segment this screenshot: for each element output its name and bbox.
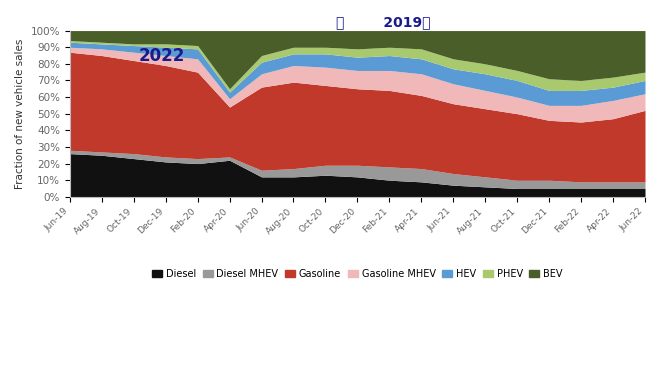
Text: ：        2019－: ： 2019－ [335,15,430,29]
Text: 2022: 2022 [139,47,185,65]
Y-axis label: Fraction of new vehicle sales: Fraction of new vehicle sales [15,39,25,189]
Legend: Diesel, Diesel MHEV, Gasoline, Gasoline MHEV, HEV, PHEV, BEV: Diesel, Diesel MHEV, Gasoline, Gasoline … [148,265,566,283]
